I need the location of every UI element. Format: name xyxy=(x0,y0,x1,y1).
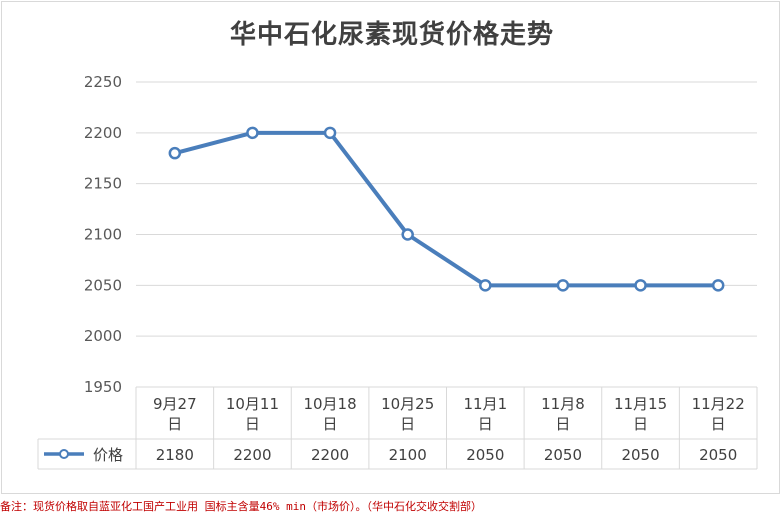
y-tick-label: 2150 xyxy=(84,175,122,193)
y-tick-label: 2200 xyxy=(84,124,122,142)
chart-frame xyxy=(1,1,780,494)
x-category-label: 11月22 日 xyxy=(692,395,745,433)
x-category-label: 10月25 日 xyxy=(381,395,434,433)
data-point xyxy=(401,228,414,241)
x-category-label: 11月8 日 xyxy=(541,395,585,433)
legend-marker xyxy=(59,449,69,459)
table-value: 2050 xyxy=(621,446,659,464)
chart-plot: 1950 2000 2050 2100 2150 2200 2250 9月27 日 10月11 日 1… xyxy=(37,73,758,470)
data-point xyxy=(168,146,182,160)
data-point xyxy=(323,126,337,140)
table-value: 2200 xyxy=(233,446,271,464)
table-value: 2200 xyxy=(311,446,349,464)
y-tick-label: 2000 xyxy=(84,327,122,345)
data-point xyxy=(246,126,259,140)
x-category-label: 10月11 日 xyxy=(226,395,279,433)
y-tick-label: 1950 xyxy=(84,378,122,396)
x-category-label: 9月27 日 xyxy=(153,395,197,433)
x-category-label: 10月18 日 xyxy=(303,395,356,433)
y-tick-label: 2050 xyxy=(84,276,122,294)
table-value: 2050 xyxy=(466,446,504,464)
x-category-label: 11月15 日 xyxy=(614,395,667,433)
data-point xyxy=(556,279,570,292)
y-tick-label: 2250 xyxy=(84,73,122,91)
data-point xyxy=(634,279,647,292)
table-value: 2100 xyxy=(389,446,427,464)
series-line xyxy=(174,130,719,288)
x-category-label: 11月1 日 xyxy=(463,395,507,433)
data-point xyxy=(711,279,725,292)
y-tick-label: 2100 xyxy=(84,226,122,244)
legend-label: 价格 xyxy=(93,446,123,464)
chart-title: 华中石化尿素现货价格走势 xyxy=(229,20,554,50)
table-value: 2050 xyxy=(699,446,737,464)
footnote: 备注：现货价格取自蓝亚化工国产工业用 国标主含量46% min（市场价）。（华中… xyxy=(0,500,482,513)
table-value: 2050 xyxy=(544,446,582,464)
data-point xyxy=(479,279,492,292)
table-value: 2180 xyxy=(156,446,194,464)
